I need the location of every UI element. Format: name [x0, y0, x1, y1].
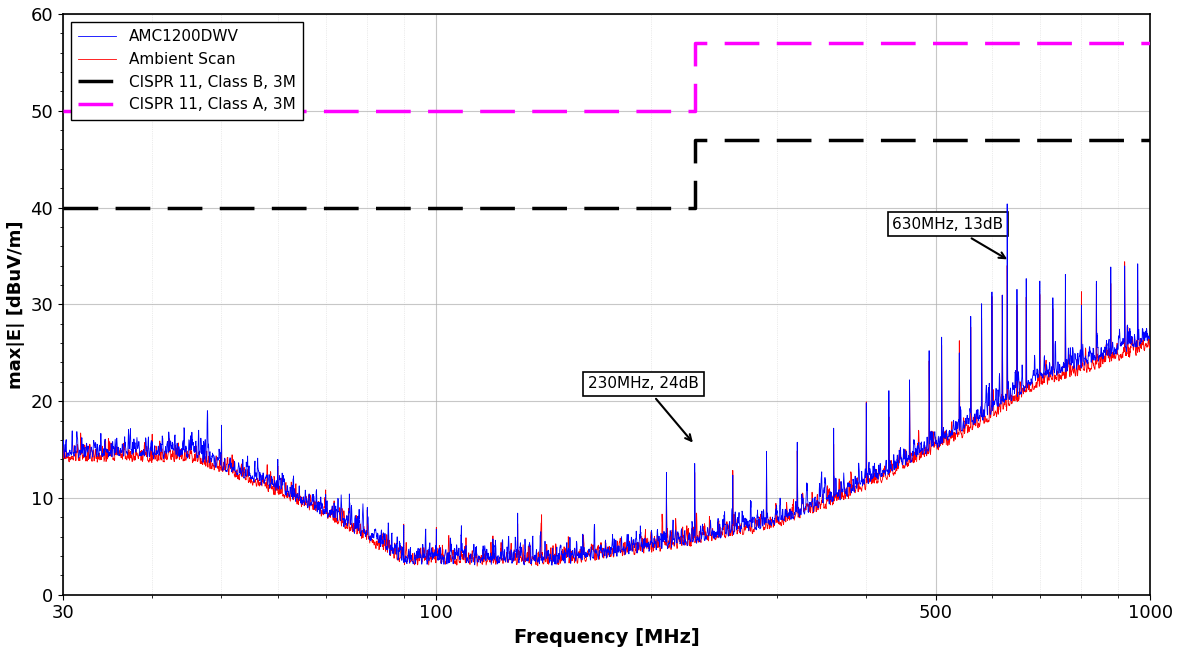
- Text: 630MHz, 13dB: 630MHz, 13dB: [892, 216, 1005, 258]
- Text: 230MHz, 24dB: 230MHz, 24dB: [588, 377, 699, 441]
- Y-axis label: max|E| [dBuV/m]: max|E| [dBuV/m]: [7, 220, 25, 388]
- Legend: AMC1200DWV, Ambient Scan, CISPR 11, Class B, 3M, CISPR 11, Class A, 3M: AMC1200DWV, Ambient Scan, CISPR 11, Clas…: [71, 22, 303, 120]
- X-axis label: Frequency [MHz]: Frequency [MHz]: [513, 628, 700, 647]
